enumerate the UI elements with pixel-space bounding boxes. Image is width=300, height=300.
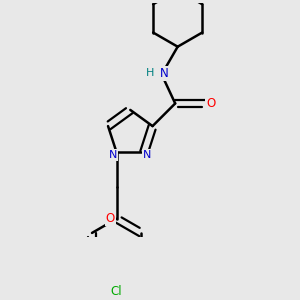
Text: O: O [206,97,215,110]
Text: Cl: Cl [111,285,122,298]
Text: O: O [106,212,115,225]
Text: N: N [109,150,117,160]
Text: N: N [143,150,151,160]
Text: N: N [160,67,169,80]
Text: H: H [146,68,154,78]
